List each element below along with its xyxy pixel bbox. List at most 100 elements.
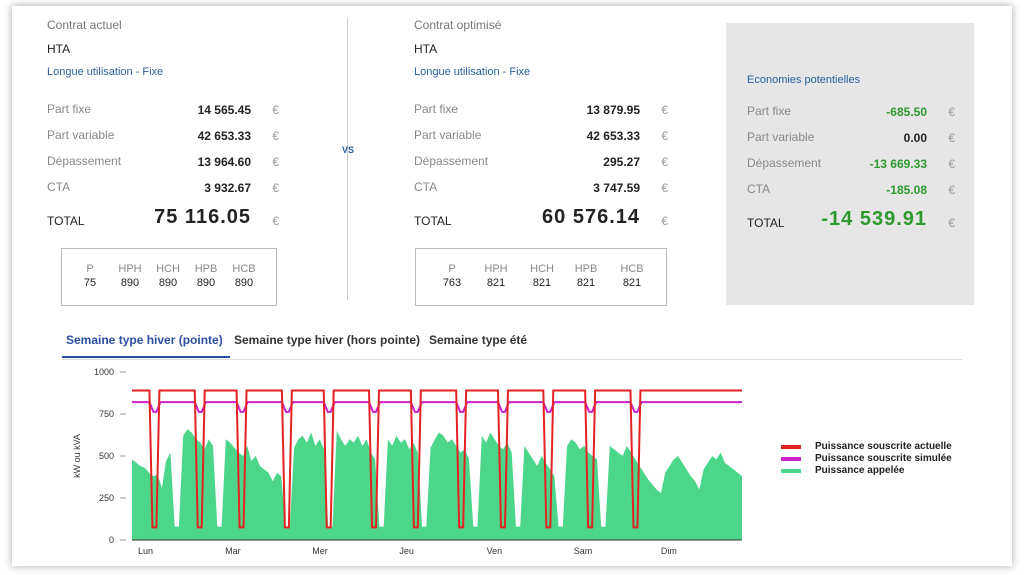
optimized-power-box: P 763 HPH 821 HCH 821 HPB 821 HCB 821 bbox=[415, 248, 667, 306]
currency-symbol: € bbox=[661, 181, 668, 195]
power-cell-hcb: HCB 890 bbox=[226, 249, 262, 289]
row-value: 14 565.45 bbox=[197, 103, 251, 117]
power-value: 75 bbox=[83, 277, 97, 289]
currency-symbol: € bbox=[272, 155, 279, 169]
power-header: HCB bbox=[620, 263, 644, 275]
active-tab-underline bbox=[62, 356, 230, 358]
currency-symbol: € bbox=[948, 157, 955, 171]
power-header: HPB bbox=[194, 263, 218, 275]
current-power-box: P 75 HPH 890 HCH 890 HPB 890 HCB 890 bbox=[61, 248, 277, 306]
legend-item-actual: Puissance souscrite actuelle bbox=[781, 441, 952, 453]
power-cell-hch: HCH 821 bbox=[524, 249, 560, 289]
currency-symbol: € bbox=[661, 129, 668, 143]
power-value: 890 bbox=[196, 277, 216, 289]
series-line-actual bbox=[132, 389, 742, 529]
row-label: Part variable bbox=[47, 128, 115, 142]
currency-symbol: € bbox=[272, 129, 279, 143]
row-value: 13 879.95 bbox=[586, 103, 640, 117]
power-value: 763 bbox=[442, 277, 462, 289]
row-label: Dépassement bbox=[414, 154, 489, 168]
currency-symbol: € bbox=[272, 214, 279, 228]
optimized-row-depassement: Dépassement 295.27 € bbox=[414, 150, 668, 176]
power-cell-hpb: HPB 890 bbox=[188, 249, 224, 289]
power-cell-p: P 75 bbox=[72, 249, 108, 289]
power-header: P bbox=[448, 263, 456, 275]
row-value: -685.50 bbox=[886, 105, 927, 119]
y-tick-label: 500 bbox=[99, 451, 114, 461]
row-label: Part fixe bbox=[414, 102, 459, 116]
savings-row-part-variable: Part variable 0.00 € bbox=[747, 126, 955, 152]
currency-symbol: € bbox=[272, 103, 279, 117]
x-tick-label: Sam bbox=[574, 546, 593, 556]
power-header: HCB bbox=[232, 263, 256, 275]
row-label: CTA bbox=[747, 182, 771, 196]
current-contract-tariff: Longue utilisation - Fixe bbox=[47, 66, 164, 78]
currency-symbol: € bbox=[661, 214, 668, 228]
currency-symbol: € bbox=[948, 183, 955, 197]
row-value: 42 653.33 bbox=[586, 129, 640, 143]
legend-item-simulated: Puissance souscrite simulée bbox=[781, 453, 952, 465]
savings-row-part-fixe: Part fixe -685.50 € bbox=[747, 100, 955, 126]
chart-legend: Puissance souscrite actuelle Puissance s… bbox=[781, 441, 952, 477]
currency-symbol: € bbox=[661, 155, 668, 169]
current-contract-type: HTA bbox=[47, 42, 71, 56]
power-value: 890 bbox=[120, 277, 140, 289]
power-value: 890 bbox=[234, 277, 254, 289]
current-row-cta: CTA 3 932.67 € bbox=[47, 176, 279, 202]
optimized-row-total: TOTAL 60 576.14 € bbox=[414, 206, 668, 238]
savings-row-depassement: Dépassement -13 669.33 € bbox=[747, 152, 955, 178]
power-header: HPH bbox=[118, 263, 142, 275]
savings-header: Economies potentielles bbox=[747, 74, 861, 86]
power-cell-p: P 763 bbox=[434, 249, 470, 289]
row-value: 3 747.59 bbox=[593, 181, 640, 195]
row-value: 295.27 bbox=[603, 155, 640, 169]
power-header: HPH bbox=[484, 263, 508, 275]
row-label: Dépassement bbox=[47, 154, 122, 168]
currency-symbol: € bbox=[661, 103, 668, 117]
current-row-depassement: Dépassement 13 964.60 € bbox=[47, 150, 279, 176]
total-label: TOTAL bbox=[747, 216, 785, 230]
power-value: 821 bbox=[622, 277, 642, 289]
total-value: 75 116.05 bbox=[154, 206, 251, 228]
power-value: 821 bbox=[532, 277, 552, 289]
optimized-row-part-fixe: Part fixe 13 879.95 € bbox=[414, 98, 668, 124]
current-row-total: TOTAL 75 116.05 € bbox=[47, 206, 279, 238]
row-value: 0.00 bbox=[903, 131, 927, 145]
series-line-simulated bbox=[132, 401, 742, 413]
y-tick-label: 0 bbox=[109, 535, 114, 545]
tab-summer[interactable]: Semaine type été bbox=[429, 333, 528, 347]
power-cell-hph: HPH 821 bbox=[478, 249, 514, 289]
x-tick-label: Mar bbox=[225, 546, 241, 556]
optimized-contract-header: Contrat optimisé bbox=[414, 18, 502, 32]
row-label: Part variable bbox=[747, 130, 815, 144]
legend-item-called: Puissance appelée bbox=[781, 465, 952, 477]
x-tick-label: Mer bbox=[312, 546, 328, 556]
versus-label: VS bbox=[342, 145, 355, 155]
x-tick-label: Jeu bbox=[399, 546, 414, 556]
legend-swatch-green bbox=[781, 469, 801, 473]
savings-row-total: TOTAL -14 539.91 € bbox=[747, 208, 955, 240]
row-label: Part fixe bbox=[47, 102, 92, 116]
tab-winter-peak[interactable]: Semaine type hiver (pointe) bbox=[66, 333, 223, 347]
power-value: 821 bbox=[486, 277, 506, 289]
savings-panel: Economies potentielles Part fixe -685.50… bbox=[726, 23, 974, 305]
tab-winter-offpeak[interactable]: Semaine type hiver (hors pointe) bbox=[234, 333, 421, 347]
power-cell-hcb: HCB 821 bbox=[614, 249, 650, 289]
y-tick-label: 250 bbox=[99, 493, 114, 503]
legend-label: Puissance souscrite simulée bbox=[815, 453, 952, 464]
current-contract-header: Contrat actuel bbox=[47, 18, 122, 32]
legend-label: Puissance appelée bbox=[815, 465, 905, 476]
optimized-contract-type: HTA bbox=[414, 42, 438, 56]
power-header: P bbox=[86, 263, 94, 275]
row-label: Part variable bbox=[414, 128, 482, 142]
current-row-part-fixe: Part fixe 14 565.45 € bbox=[47, 98, 279, 124]
total-value: -14 539.91 bbox=[821, 208, 927, 230]
row-label: Dépassement bbox=[747, 156, 822, 170]
optimized-row-cta: CTA 3 747.59 € bbox=[414, 176, 668, 202]
row-value: -185.08 bbox=[886, 183, 927, 197]
row-label: CTA bbox=[414, 180, 438, 194]
power-chart: 0 250 500 750 1000 kW ou kVA Lun Mar Mer Jeu Ven Sa… bbox=[72, 367, 742, 556]
row-value: 42 653.33 bbox=[197, 129, 251, 143]
savings-row-cta: CTA -185.08 € bbox=[747, 178, 955, 204]
series-area-called bbox=[132, 429, 742, 540]
